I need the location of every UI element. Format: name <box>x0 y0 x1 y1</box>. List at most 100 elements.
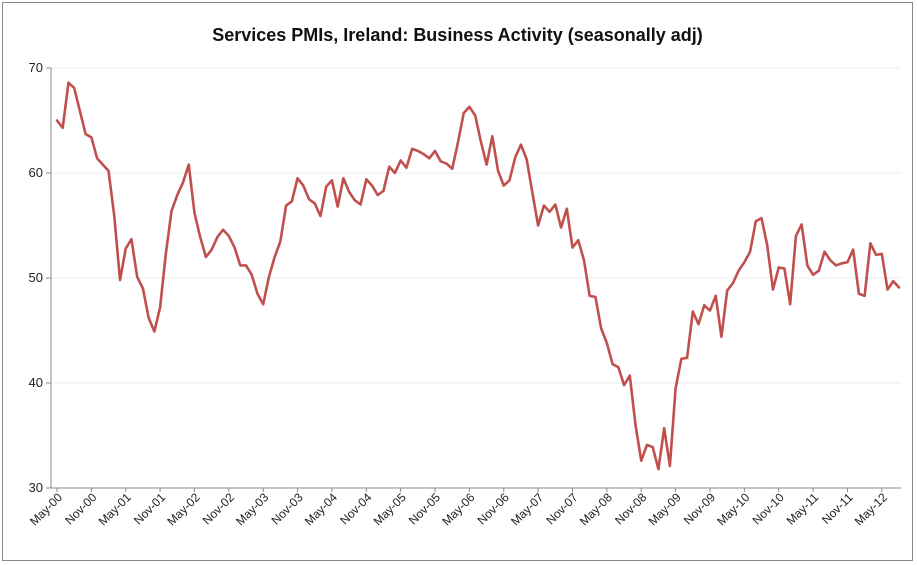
y-tick-labels: 30 40 50 60 70 <box>29 60 43 495</box>
data-point <box>273 256 275 258</box>
x-tick-label: Nov-02 <box>200 490 237 527</box>
data-point <box>440 160 442 162</box>
data-point <box>325 185 327 187</box>
data-point <box>886 288 888 290</box>
data-point <box>268 276 270 278</box>
data-point <box>778 266 780 268</box>
data-point <box>583 259 585 261</box>
x-tick-label: May-08 <box>577 490 615 528</box>
data-point <box>537 224 539 226</box>
data-point <box>113 215 115 217</box>
data-point <box>468 106 470 108</box>
data-point <box>434 150 436 152</box>
data-point <box>136 276 138 278</box>
data-point <box>462 112 464 114</box>
data-point <box>697 323 699 325</box>
x-tick-label: Nov-11 <box>819 490 856 527</box>
x-tick-labels: May-00Nov-00May-01Nov-01May-02Nov-02May-… <box>27 490 890 528</box>
y-tick-label: 50 <box>29 270 43 285</box>
data-point <box>652 446 654 448</box>
data-point <box>216 236 218 238</box>
axes <box>46 67 901 492</box>
x-tick-label: May-04 <box>302 490 340 528</box>
data-point <box>686 357 688 359</box>
data-point <box>365 178 367 180</box>
data-point <box>732 282 734 284</box>
data-point <box>709 309 711 311</box>
data-point <box>800 223 802 225</box>
data-point <box>554 203 556 205</box>
data-point <box>611 363 613 365</box>
x-tick-label: May-00 <box>27 490 65 528</box>
data-point <box>67 82 69 84</box>
data-point <box>245 264 247 266</box>
data-point <box>674 387 676 389</box>
data-point <box>617 366 619 368</box>
data-point <box>766 244 768 246</box>
data-point <box>159 306 161 308</box>
data-point <box>130 238 132 240</box>
data-point <box>165 253 167 255</box>
data-point <box>841 262 843 264</box>
data-point <box>176 194 178 196</box>
data-point <box>577 239 579 241</box>
data-point <box>823 251 825 253</box>
data-point <box>56 119 58 121</box>
chart-title: Services PMIs, Ireland: Business Activit… <box>212 25 703 45</box>
data-point <box>892 280 894 282</box>
x-tick-label: May-12 <box>852 490 890 528</box>
data-point <box>663 427 665 429</box>
data-point <box>147 317 149 319</box>
y-tick-label: 60 <box>29 165 43 180</box>
data-point <box>62 127 64 129</box>
data-point <box>394 172 396 174</box>
x-tick-label: May-06 <box>439 490 477 528</box>
data-point <box>835 264 837 266</box>
data-point <box>720 336 722 338</box>
data-point <box>852 248 854 250</box>
data-point <box>342 177 344 179</box>
data-point <box>388 166 390 168</box>
x-tick-label: Nov-04 <box>337 490 374 527</box>
x-tick-label: May-07 <box>508 490 546 528</box>
data-point <box>428 157 430 159</box>
data-point <box>818 269 820 271</box>
x-tick-label: Nov-00 <box>62 490 99 527</box>
data-point <box>336 205 338 207</box>
data-point <box>737 269 739 271</box>
x-tick-label: Nov-06 <box>475 490 512 527</box>
data-point <box>525 158 527 160</box>
data-point <box>296 177 298 179</box>
data-point <box>881 253 883 255</box>
data-point <box>457 141 459 143</box>
x-tick-label: May-01 <box>96 490 134 528</box>
data-point <box>543 204 545 206</box>
data-point <box>514 156 516 158</box>
data-point <box>239 264 241 266</box>
x-tick-label: Nov-09 <box>681 490 718 527</box>
y-tick-label: 70 <box>29 60 43 75</box>
data-point <box>279 240 281 242</box>
data-point <box>193 212 195 214</box>
data-point <box>749 251 751 253</box>
data-point <box>119 279 121 281</box>
data-point <box>210 248 212 250</box>
data-point <box>228 235 230 237</box>
data-point <box>377 194 379 196</box>
data-point <box>829 259 831 261</box>
data-point <box>491 135 493 137</box>
x-tick-label: Nov-01 <box>131 490 168 527</box>
data-point <box>629 374 631 376</box>
data-point <box>125 247 127 249</box>
data-point <box>480 140 482 142</box>
data-point <box>669 465 671 467</box>
data-point <box>405 167 407 169</box>
data-point <box>657 468 659 470</box>
data-point <box>90 136 92 138</box>
data-point <box>354 199 356 201</box>
data-point <box>308 198 310 200</box>
data-point <box>445 162 447 164</box>
data-point <box>79 110 81 112</box>
data-point <box>422 153 424 155</box>
data-point <box>858 293 860 295</box>
